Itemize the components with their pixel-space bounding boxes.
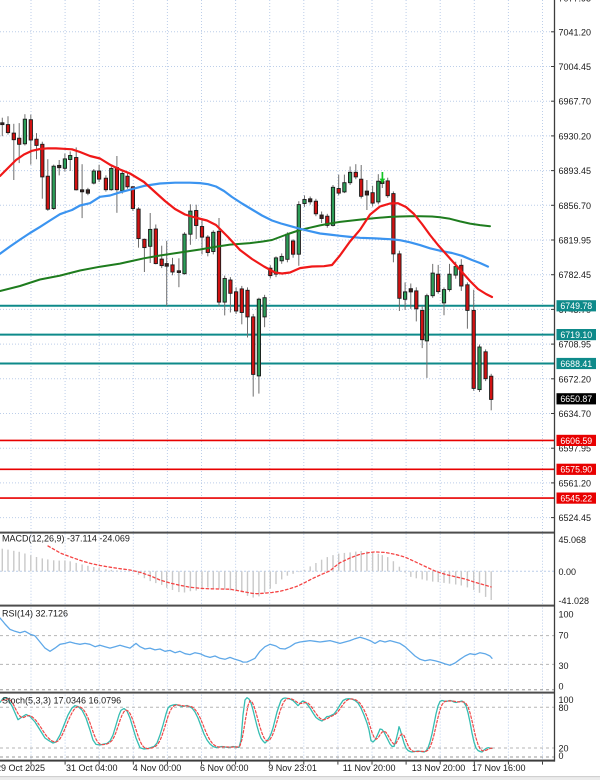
- svg-text:6606.59: 6606.59: [560, 436, 592, 446]
- svg-text:6967.70: 6967.70: [559, 97, 592, 107]
- svg-text:6672.20: 6672.20: [559, 374, 592, 384]
- svg-text:7077.95: 7077.95: [559, 0, 592, 3]
- svg-text:9 Nov 23:01: 9 Nov 23:01: [268, 763, 317, 773]
- svg-text:MACD(12,26,9) -37.114 -24.069: MACD(12,26,9) -37.114 -24.069: [2, 534, 130, 544]
- svg-text:6561.20: 6561.20: [559, 478, 592, 488]
- svg-text:7041.20: 7041.20: [559, 27, 592, 37]
- svg-text:-41.028: -41.028: [559, 596, 590, 606]
- svg-text:6688.41: 6688.41: [560, 359, 592, 369]
- svg-text:RSI(14) 32.7126: RSI(14) 32.7126: [2, 609, 68, 619]
- svg-text:6524.45: 6524.45: [559, 513, 592, 523]
- svg-text:6634.70: 6634.70: [559, 409, 592, 419]
- svg-text:17 Nov 16:00: 17 Nov 16:00: [472, 763, 526, 773]
- svg-text:100: 100: [559, 695, 574, 705]
- svg-text:0: 0: [559, 751, 564, 761]
- svg-text:6930.20: 6930.20: [559, 131, 592, 141]
- svg-text:6782.45: 6782.45: [559, 270, 592, 280]
- svg-text:6 Nov 00:00: 6 Nov 00:00: [200, 763, 249, 773]
- svg-text:4 Nov 00:00: 4 Nov 00:00: [133, 763, 182, 773]
- svg-text:6708.95: 6708.95: [559, 340, 592, 350]
- svg-text:0.00: 0.00: [559, 567, 577, 577]
- svg-text:29 Oct 2025: 29 Oct 2025: [0, 763, 45, 773]
- svg-text:70: 70: [559, 630, 569, 640]
- svg-text:7004.45: 7004.45: [559, 62, 592, 72]
- svg-text:100: 100: [559, 610, 574, 620]
- svg-text:6893.45: 6893.45: [559, 166, 592, 176]
- svg-text:6597.95: 6597.95: [559, 444, 592, 454]
- svg-text:13 Nov 20:00: 13 Nov 20:00: [412, 763, 466, 773]
- svg-text:6749.78: 6749.78: [560, 301, 592, 311]
- svg-text:6575.90: 6575.90: [560, 465, 592, 475]
- svg-text:Stoch(5,3,3) 17.0346 16.0796: Stoch(5,3,3) 17.0346 16.0796: [2, 696, 121, 706]
- svg-text:6650.87: 6650.87: [560, 394, 592, 404]
- svg-text:80: 80: [559, 703, 569, 713]
- svg-text:20: 20: [559, 743, 569, 753]
- svg-text:11 Nov 20:00: 11 Nov 20:00: [343, 763, 396, 773]
- svg-text:30: 30: [559, 661, 569, 671]
- svg-text:31 Oct 04:00: 31 Oct 04:00: [66, 763, 118, 773]
- svg-text:45.068: 45.068: [559, 535, 587, 545]
- svg-text:6819.95: 6819.95: [559, 236, 592, 246]
- svg-text:6856.70: 6856.70: [559, 201, 592, 211]
- svg-text:6719.10: 6719.10: [560, 330, 592, 340]
- svg-text:6545.22: 6545.22: [560, 494, 592, 504]
- svg-text:0: 0: [559, 682, 564, 692]
